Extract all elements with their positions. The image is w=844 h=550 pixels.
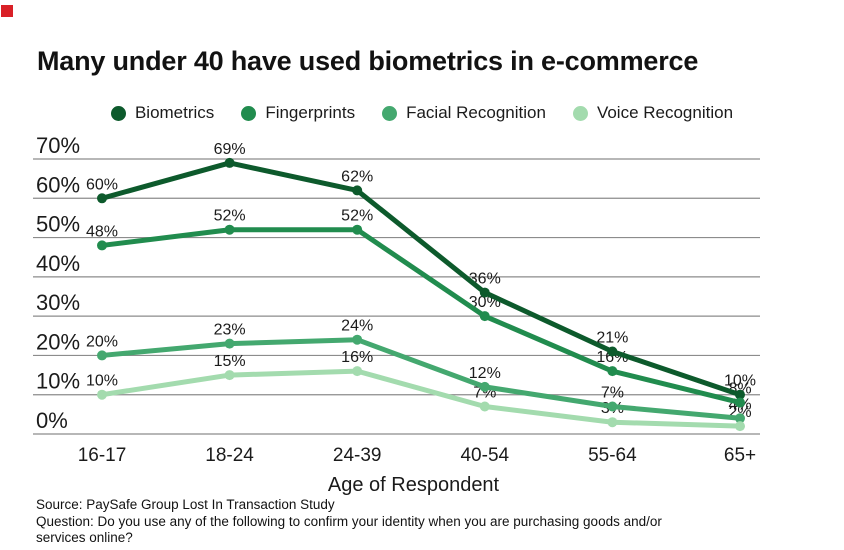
legend-label: Biometrics [134, 103, 215, 122]
x-tick-label: 16-17 [78, 445, 127, 466]
point-label-facial-recognition: 24% [341, 318, 373, 335]
legend-label: Facial Recognition [406, 103, 546, 122]
x-tick-label: 65+ [724, 445, 756, 466]
series-point-fingerprints [607, 366, 618, 377]
series-line-fingerprints [99, 227, 743, 406]
point-label-biometrics: 69% [214, 141, 246, 158]
legend-item-biometrics: Biometrics [110, 103, 215, 123]
x-axis-title: Age of Respondent [327, 474, 500, 496]
point-label-biometrics: 10% [724, 373, 756, 390]
point-label-fingerprints: 52% [341, 208, 373, 225]
point-label-voice-recognition: 16% [341, 349, 373, 366]
series-point-biometrics [97, 193, 107, 204]
series-point-voice-recognition [224, 370, 235, 381]
series-point-fingerprints [224, 224, 235, 235]
series-point-fingerprints [97, 240, 107, 251]
series-point-facial-recognition [224, 338, 235, 349]
series-line-facial-recognition [99, 337, 743, 421]
legend-item-voice-recognition: Voice Recognition [572, 103, 734, 123]
series-point-facial-recognition [352, 334, 363, 345]
point-label-fingerprints: 52% [214, 208, 246, 225]
series-point-voice-recognition [735, 421, 745, 432]
chart-title: Many under 40 have used biometrics in e-… [37, 46, 699, 76]
series-point-voice-recognition [479, 401, 490, 412]
series-line-biometrics [99, 160, 743, 398]
point-label-voice-recognition: 10% [86, 373, 118, 390]
series-point-biometrics [735, 389, 745, 400]
y-tick-label: 40% [36, 251, 80, 276]
legend-dot-biometrics [110, 105, 126, 121]
series-point-fingerprints [352, 224, 363, 235]
x-tick-label: 24-39 [333, 445, 382, 466]
legend-item-facial-recognition: Facial Recognition [382, 103, 546, 123]
y-tick-label: 10% [36, 369, 80, 394]
x-tick-label: 40-54 [460, 445, 509, 466]
legend-label: Fingerprints [265, 103, 356, 122]
series-point-fingerprints [479, 311, 490, 322]
series-point-facial-recognition [97, 350, 107, 361]
series-point-facial-recognition [479, 381, 490, 392]
series-point-biometrics [224, 157, 235, 168]
series-point-facial-recognition [735, 413, 745, 424]
series-point-fingerprints [735, 397, 745, 408]
legend-item-fingerprints: Fingerprints [241, 103, 355, 123]
y-tick-label: 70% [36, 133, 80, 158]
question-note-line1: Question: Do you use any of the followin… [36, 513, 662, 529]
question-note-line2: services online? [36, 530, 133, 545]
x-tick-label: 18-24 [205, 445, 254, 466]
series-point-biometrics [479, 287, 490, 298]
x-tick-label: 55-64 [588, 445, 637, 466]
legend-dot-voice-recognition [572, 105, 588, 121]
series-point-facial-recognition [607, 401, 618, 412]
y-tick-label: 0% [36, 408, 68, 433]
y-tick-label: 50% [36, 212, 80, 237]
y-tick-label: 30% [36, 290, 80, 315]
footnotes: Source: PaySafe Group Lost In Transactio… [36, 497, 662, 547]
red-marker [1, 5, 13, 17]
point-label-fingerprints: 48% [86, 223, 118, 240]
legend-label: Voice Recognition [596, 103, 734, 122]
point-label-biometrics: 21% [596, 330, 628, 347]
point-label-facial-recognition: 12% [469, 365, 501, 382]
y-tick-label: 20% [36, 329, 80, 354]
series-point-biometrics [607, 346, 618, 357]
series-point-voice-recognition [352, 366, 363, 377]
source-note: Source: PaySafe Group Lost In Transactio… [36, 497, 335, 512]
point-label-facial-recognition: 7% [601, 385, 624, 402]
series-line-voice-recognition [99, 368, 743, 429]
point-label-facial-recognition: 23% [214, 322, 246, 339]
legend-dot-fingerprints [241, 105, 257, 121]
series-point-voice-recognition [97, 389, 107, 400]
y-tick-label: 60% [36, 172, 80, 197]
legend-dot-facial-recognition [382, 105, 398, 121]
series-point-biometrics [352, 185, 363, 196]
point-label-biometrics: 60% [86, 176, 118, 193]
series-point-voice-recognition [607, 417, 618, 428]
point-label-biometrics: 62% [341, 168, 373, 185]
point-label-facial-recognition: 20% [86, 333, 118, 350]
point-label-voice-recognition: 15% [214, 353, 246, 370]
chart-legend: Biometrics Fingerprints Facial Recognition… [0, 103, 844, 123]
